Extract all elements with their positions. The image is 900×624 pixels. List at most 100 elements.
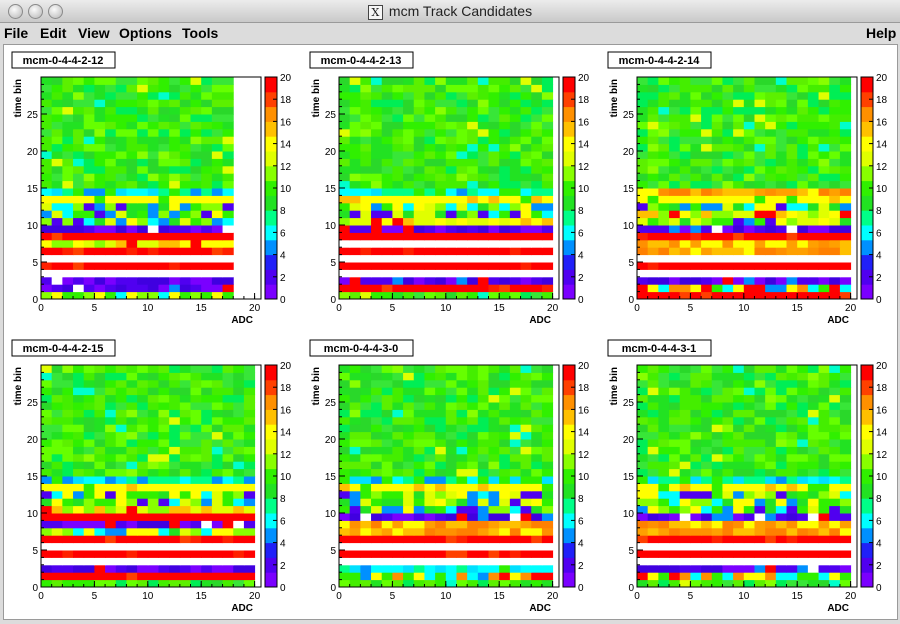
heatmap-cell — [829, 572, 841, 581]
heatmap-cell — [381, 387, 393, 396]
menu-view[interactable]: View — [78, 25, 110, 41]
x-tick-label: 10 — [440, 591, 452, 602]
heatmap-cell — [733, 490, 745, 499]
heatmap-cell — [83, 262, 95, 270]
root-canvas[interactable]: mcm-0-4-4-2-12 0 5 10 15 20 0 5 10 15 20 25 ADC time … — [3, 44, 898, 620]
heatmap-cell — [829, 106, 841, 115]
heatmap-cell — [137, 188, 149, 196]
color-scale-segment — [265, 91, 277, 108]
heatmap-cell — [201, 372, 213, 381]
heatmap-cell — [115, 379, 127, 388]
menu-tools[interactable]: Tools — [182, 25, 219, 41]
heatmap-cell — [499, 394, 511, 403]
heatmap-cell — [477, 461, 490, 470]
heatmap-cell — [158, 151, 170, 159]
heatmap-cell — [531, 513, 543, 521]
heatmap-cell — [349, 239, 361, 248]
menu-edit[interactable]: Edit — [40, 25, 67, 41]
heatmap-cell — [381, 121, 393, 130]
heatmap-cell — [62, 91, 74, 100]
heatmap-cell — [424, 202, 436, 211]
heatmap-cell — [424, 291, 436, 300]
heatmap-cell — [403, 490, 415, 499]
heatmap-cell — [435, 372, 447, 381]
heatmap-cell — [829, 165, 841, 174]
heatmap-cell — [115, 269, 127, 278]
heatmap-cell — [62, 158, 74, 167]
heatmap-cell — [690, 409, 702, 418]
heatmap-cell — [190, 424, 202, 433]
heatmap-cell — [829, 269, 841, 278]
heatmap-cell — [722, 557, 734, 566]
heatmap-cell — [786, 513, 798, 521]
heatmap-cell — [126, 372, 138, 381]
heatmap-cell — [413, 431, 425, 440]
heatmap-cell — [360, 254, 372, 263]
heatmap-cell — [169, 483, 181, 492]
heatmap-cell — [83, 276, 95, 285]
heatmap-cell — [222, 572, 234, 581]
heatmap-cell — [829, 527, 841, 536]
heatmap-cell — [743, 202, 755, 211]
heatmap-cell — [424, 143, 436, 152]
color-scale-segment — [563, 77, 575, 93]
color-scale-segment — [265, 77, 277, 93]
heatmap-cell — [41, 143, 53, 152]
heatmap-cell — [467, 431, 479, 440]
heatmap-cell — [94, 165, 106, 174]
heatmap-cell — [179, 372, 192, 381]
heatmap-cell — [711, 247, 723, 256]
heatmap-cell — [137, 564, 149, 573]
heatmap-cell — [488, 468, 500, 477]
zoom-window-icon[interactable] — [48, 4, 63, 19]
heatmap-cell — [477, 210, 490, 219]
x-tick-label: 15 — [792, 303, 804, 314]
heatmap-cell — [839, 439, 852, 447]
heatmap-cell — [839, 158, 852, 167]
heatmap-cell — [669, 247, 681, 256]
heatmap-cell — [477, 579, 490, 588]
heatmap-cell — [211, 114, 224, 122]
heatmap-cell — [339, 291, 351, 300]
heatmap-cell — [456, 409, 468, 418]
heatmap-cell — [509, 114, 522, 122]
heatmap-cell — [637, 77, 649, 85]
menu-help[interactable]: Help — [866, 25, 897, 41]
z-tick-label: 12 — [280, 450, 292, 461]
minimize-window-icon[interactable] — [28, 4, 43, 19]
heatmap-cell — [403, 365, 415, 373]
close-window-icon[interactable] — [8, 4, 23, 19]
heatmap-cell — [62, 416, 74, 425]
heatmap-cell — [658, 527, 670, 536]
heatmap-cell — [222, 151, 234, 159]
heatmap-cell — [201, 365, 213, 373]
heatmap-cell — [711, 564, 723, 573]
heatmap-cell — [456, 513, 468, 521]
heatmap-cell — [169, 151, 181, 159]
heatmap-cell — [158, 535, 170, 544]
heatmap-cell — [51, 121, 63, 130]
heatmap-cell — [520, 483, 532, 492]
heatmap-cell — [73, 453, 85, 462]
menu-options[interactable]: Options — [119, 25, 172, 41]
heatmap-cell — [733, 461, 745, 470]
heatmap-cell — [339, 225, 351, 233]
heatmap-cell — [818, 557, 830, 566]
heatmap-cell — [669, 158, 681, 167]
heatmap-cell — [169, 239, 181, 248]
heatmap-cell — [435, 394, 447, 403]
heatmap-panel: mcm-0-4-4-2-150 5 10 15 200510152025ADCtime … — [11, 339, 292, 614]
heatmap-cell — [126, 557, 138, 566]
heatmap-cell — [211, 84, 224, 93]
heatmap-cell — [467, 121, 479, 130]
heatmap-cell — [701, 542, 713, 551]
heatmap-cell — [797, 99, 809, 108]
heatmap-cell — [637, 564, 649, 573]
heatmap-cell — [818, 461, 830, 470]
heatmap-cell — [158, 387, 170, 396]
heatmap-cell — [62, 446, 74, 455]
heatmap-cell — [435, 550, 447, 558]
heatmap-cell — [765, 409, 777, 418]
menu-file[interactable]: File — [4, 25, 29, 41]
heatmap-cell — [765, 476, 777, 484]
